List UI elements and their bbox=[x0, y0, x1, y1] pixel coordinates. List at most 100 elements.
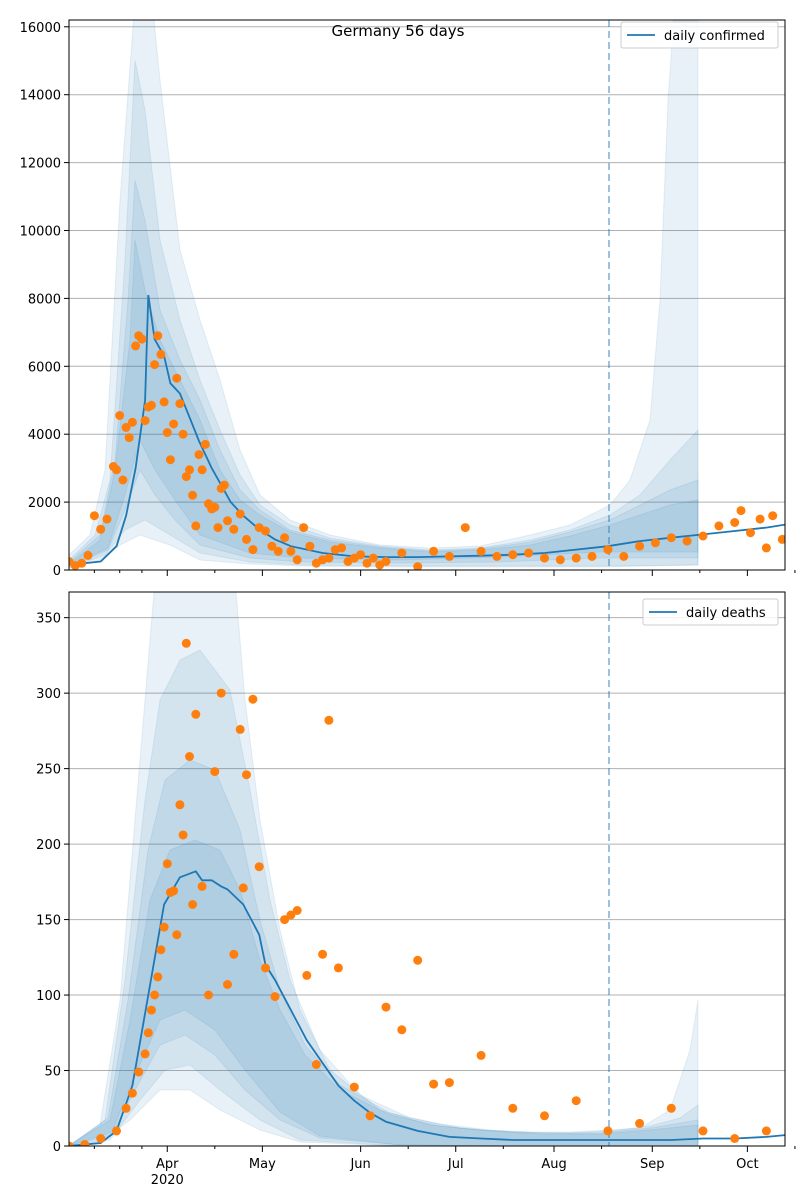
deaths-band-inner bbox=[69, 759, 699, 1146]
y-tick-label: 150 bbox=[36, 914, 61, 929]
observed-point bbox=[150, 360, 160, 370]
observed-point bbox=[299, 523, 309, 533]
observed-point bbox=[508, 1103, 518, 1113]
y-tick-label: 10000 bbox=[20, 224, 61, 239]
observed-point bbox=[188, 490, 198, 500]
observed-point bbox=[368, 553, 378, 563]
observed-point bbox=[159, 397, 169, 407]
x-tick-label: 2020 bbox=[151, 1173, 184, 1188]
deaths-band-core bbox=[69, 839, 699, 1146]
confirmed-band-outer bbox=[69, 20, 699, 569]
observed-point bbox=[181, 472, 191, 482]
confirmed-band-inner bbox=[69, 179, 699, 568]
observed-point bbox=[185, 752, 194, 761]
observed-point bbox=[191, 521, 201, 531]
panel-confirmed: 0 2000 4000 6000 8000 10000 12000 14000 16000 Ge… bbox=[20, 19, 796, 579]
legend: daily confirmed bbox=[620, 21, 779, 49]
observed-point bbox=[337, 543, 347, 553]
observed-point bbox=[127, 1088, 137, 1098]
observed-point bbox=[162, 859, 172, 869]
observed-point bbox=[736, 506, 746, 516]
observed-point bbox=[185, 465, 194, 475]
observed-point bbox=[429, 1079, 439, 1089]
observed-point bbox=[112, 465, 121, 475]
observed-point bbox=[603, 1126, 613, 1136]
observed-point bbox=[188, 900, 198, 909]
observed-point bbox=[286, 910, 296, 920]
observed-point bbox=[137, 334, 147, 344]
observed-point bbox=[324, 553, 334, 563]
observed-point bbox=[381, 557, 391, 566]
observed-point bbox=[292, 555, 302, 565]
observed-point bbox=[238, 883, 248, 893]
observed-point bbox=[349, 1082, 359, 1092]
observed-point bbox=[80, 1140, 90, 1146]
y-tick-label: 2000 bbox=[28, 496, 61, 511]
observed-point bbox=[305, 541, 315, 551]
y-tick-label: 8000 bbox=[28, 292, 61, 307]
y-gridlines bbox=[69, 26, 785, 503]
series-observed-deaths bbox=[69, 638, 771, 1146]
observed-point bbox=[635, 1118, 645, 1128]
deaths-band-mid bbox=[69, 649, 699, 1146]
observed-point bbox=[333, 963, 343, 973]
observed-point bbox=[156, 349, 166, 359]
y-tick-label: 50 bbox=[44, 1065, 61, 1080]
observed-point bbox=[261, 526, 270, 536]
observed-point bbox=[286, 546, 296, 556]
observed-point bbox=[96, 524, 106, 534]
observed-point bbox=[223, 516, 232, 526]
observed-point bbox=[140, 1049, 150, 1059]
observed-point bbox=[777, 534, 785, 544]
observed-point bbox=[761, 1126, 771, 1136]
observed-point bbox=[197, 465, 207, 475]
observed-point bbox=[755, 514, 765, 524]
observed-point bbox=[175, 800, 185, 810]
x-axis-ticks bbox=[93, 570, 796, 576]
y-tick-label: 14000 bbox=[20, 89, 61, 104]
legend: daily deaths bbox=[642, 598, 779, 626]
observed-point bbox=[219, 480, 229, 490]
observed-point bbox=[571, 1096, 581, 1106]
observed-point bbox=[200, 439, 210, 449]
observed-point bbox=[476, 546, 486, 556]
observed-point bbox=[156, 945, 166, 955]
y-tick-label: 12000 bbox=[20, 157, 61, 172]
observed-point bbox=[112, 1126, 121, 1136]
observed-point bbox=[102, 514, 112, 524]
observed-point bbox=[235, 724, 245, 734]
observed-point bbox=[444, 1078, 454, 1088]
observed-point bbox=[318, 949, 328, 959]
x-tick-label: May bbox=[249, 1157, 276, 1172]
observed-point bbox=[153, 972, 163, 982]
observed-point bbox=[397, 548, 407, 558]
observed-point bbox=[714, 521, 724, 531]
observed-point bbox=[121, 1103, 131, 1113]
observed-point bbox=[223, 980, 232, 989]
observed-point bbox=[270, 992, 280, 1002]
legend-label: daily deaths bbox=[686, 606, 766, 621]
observed-point bbox=[89, 511, 99, 521]
x-tick-label: Oct bbox=[736, 1157, 758, 1172]
observed-point bbox=[730, 1134, 740, 1143]
observed-point bbox=[460, 523, 470, 533]
observed-point bbox=[143, 1028, 153, 1038]
y-tick-label: 100 bbox=[36, 989, 61, 1004]
observed-point bbox=[768, 511, 778, 521]
observed-point bbox=[413, 955, 423, 965]
observed-point bbox=[666, 533, 676, 543]
observed-point bbox=[248, 545, 258, 555]
observed-point bbox=[178, 830, 188, 840]
observed-point bbox=[292, 906, 302, 915]
observed-point bbox=[413, 562, 423, 570]
observed-point bbox=[273, 546, 283, 556]
observed-point bbox=[746, 528, 755, 538]
observed-point bbox=[216, 688, 226, 698]
y-tick-label: 4000 bbox=[28, 428, 61, 443]
observed-point bbox=[267, 541, 277, 551]
observed-point bbox=[146, 400, 156, 410]
observed-point bbox=[162, 428, 172, 437]
